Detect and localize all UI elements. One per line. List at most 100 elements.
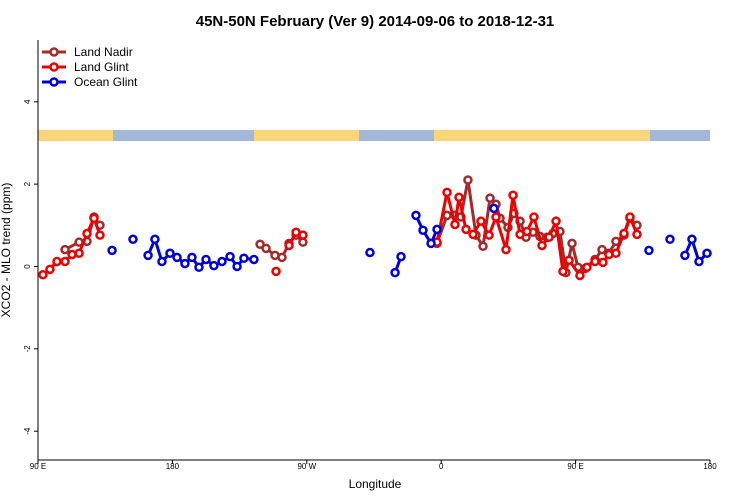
legend-marker: [49, 77, 59, 87]
data-point: [143, 250, 153, 261]
x-tick-label: 0: [439, 462, 444, 471]
data-point: [665, 234, 675, 245]
data-point: [426, 238, 436, 249]
data-point: [82, 228, 92, 239]
data-point: [418, 225, 428, 235]
map-strip: [38, 130, 710, 141]
y-tick-label: 2: [23, 181, 32, 186]
x-tick-label: 180: [703, 462, 717, 471]
x-tick-label: 180: [166, 462, 180, 471]
data-point: [529, 212, 539, 222]
data-point: [468, 229, 478, 240]
data-point: [680, 250, 690, 261]
data-point: [194, 262, 204, 273]
legend-label: Land Glint: [74, 60, 129, 74]
data-point: [461, 224, 471, 235]
legend-label: Ocean Glint: [74, 75, 138, 89]
data-point: [89, 213, 99, 224]
legend-marker: [49, 47, 59, 57]
data-point: [558, 266, 568, 277]
data-point: [485, 193, 495, 203]
data-point: [450, 219, 460, 230]
data-point: [564, 255, 574, 266]
legend-label: Land Nadir: [74, 45, 133, 59]
data-point: [432, 224, 442, 235]
data-point: [217, 256, 227, 267]
data-point: [249, 254, 259, 265]
data-point: [489, 203, 499, 214]
data-point: [476, 216, 486, 226]
data-point: [484, 230, 494, 240]
data-point: [298, 230, 308, 240]
data-point: [201, 254, 211, 265]
y-tick-label: -2: [23, 345, 32, 353]
data-point: [277, 252, 287, 263]
data-point: [271, 266, 281, 277]
data-point: [225, 251, 235, 262]
data-point: [582, 262, 592, 273]
y-tick-label: 0: [23, 264, 32, 269]
series-line: [683, 235, 709, 265]
data-point: [187, 252, 197, 263]
y-tick-label: 4: [23, 99, 32, 104]
data-point: [463, 175, 473, 185]
data-point: [491, 212, 501, 222]
data-point: [107, 245, 117, 256]
data-point: [544, 232, 554, 242]
data-point: [597, 244, 607, 255]
data-point: [180, 258, 190, 269]
data-point: [255, 239, 265, 249]
data-point: [74, 248, 84, 259]
data-point: [157, 256, 167, 267]
data-point: [396, 251, 406, 262]
data-point: [38, 269, 48, 280]
data-point: [522, 226, 532, 237]
data-point: [687, 234, 697, 245]
data-point: [454, 192, 464, 203]
data-point: [590, 256, 600, 267]
data-point: [442, 187, 452, 198]
series-line: [414, 214, 439, 247]
data-point: [644, 245, 654, 256]
data-point: [625, 212, 635, 222]
x-tick-label: 90 W: [297, 462, 316, 471]
x-tick-label: 90 E: [30, 462, 46, 471]
data-point: [611, 248, 621, 259]
x-tick-label: 90 E: [567, 462, 583, 471]
legend-marker: [49, 62, 59, 72]
data-point: [172, 252, 182, 263]
data-point: [508, 190, 518, 200]
data-point: [128, 234, 138, 245]
data-point: [284, 240, 294, 251]
data-point: [598, 257, 608, 268]
data-point: [442, 210, 452, 221]
data-point: [478, 241, 488, 252]
data-point: [390, 267, 400, 278]
data-point: [575, 270, 585, 281]
data-point: [209, 260, 219, 271]
data-point: [60, 256, 70, 267]
data-point: [150, 234, 160, 245]
x-axis-label: Longitude: [349, 477, 402, 491]
data-point: [60, 244, 70, 255]
data-point: [165, 248, 175, 259]
data-point: [45, 264, 55, 275]
data-point: [567, 238, 577, 249]
data-point: [551, 216, 561, 226]
data-point: [694, 256, 704, 267]
data-point: [239, 253, 249, 263]
y-tick-label: -4: [23, 427, 32, 435]
data-point: [537, 240, 547, 251]
data-point: [365, 247, 375, 258]
data-point: [619, 228, 629, 239]
chart-title: 45N-50N February (Ver 9) 2014-09-06 to 2…: [196, 13, 555, 30]
y-axis-label: XCO2 - MLO trend (ppm): [0, 183, 13, 318]
data-point: [501, 244, 511, 255]
data-point: [95, 230, 105, 240]
data-point: [52, 256, 62, 267]
data-point: [632, 229, 642, 240]
data-point: [702, 248, 712, 259]
data-point: [261, 243, 271, 254]
data-point: [232, 261, 242, 272]
